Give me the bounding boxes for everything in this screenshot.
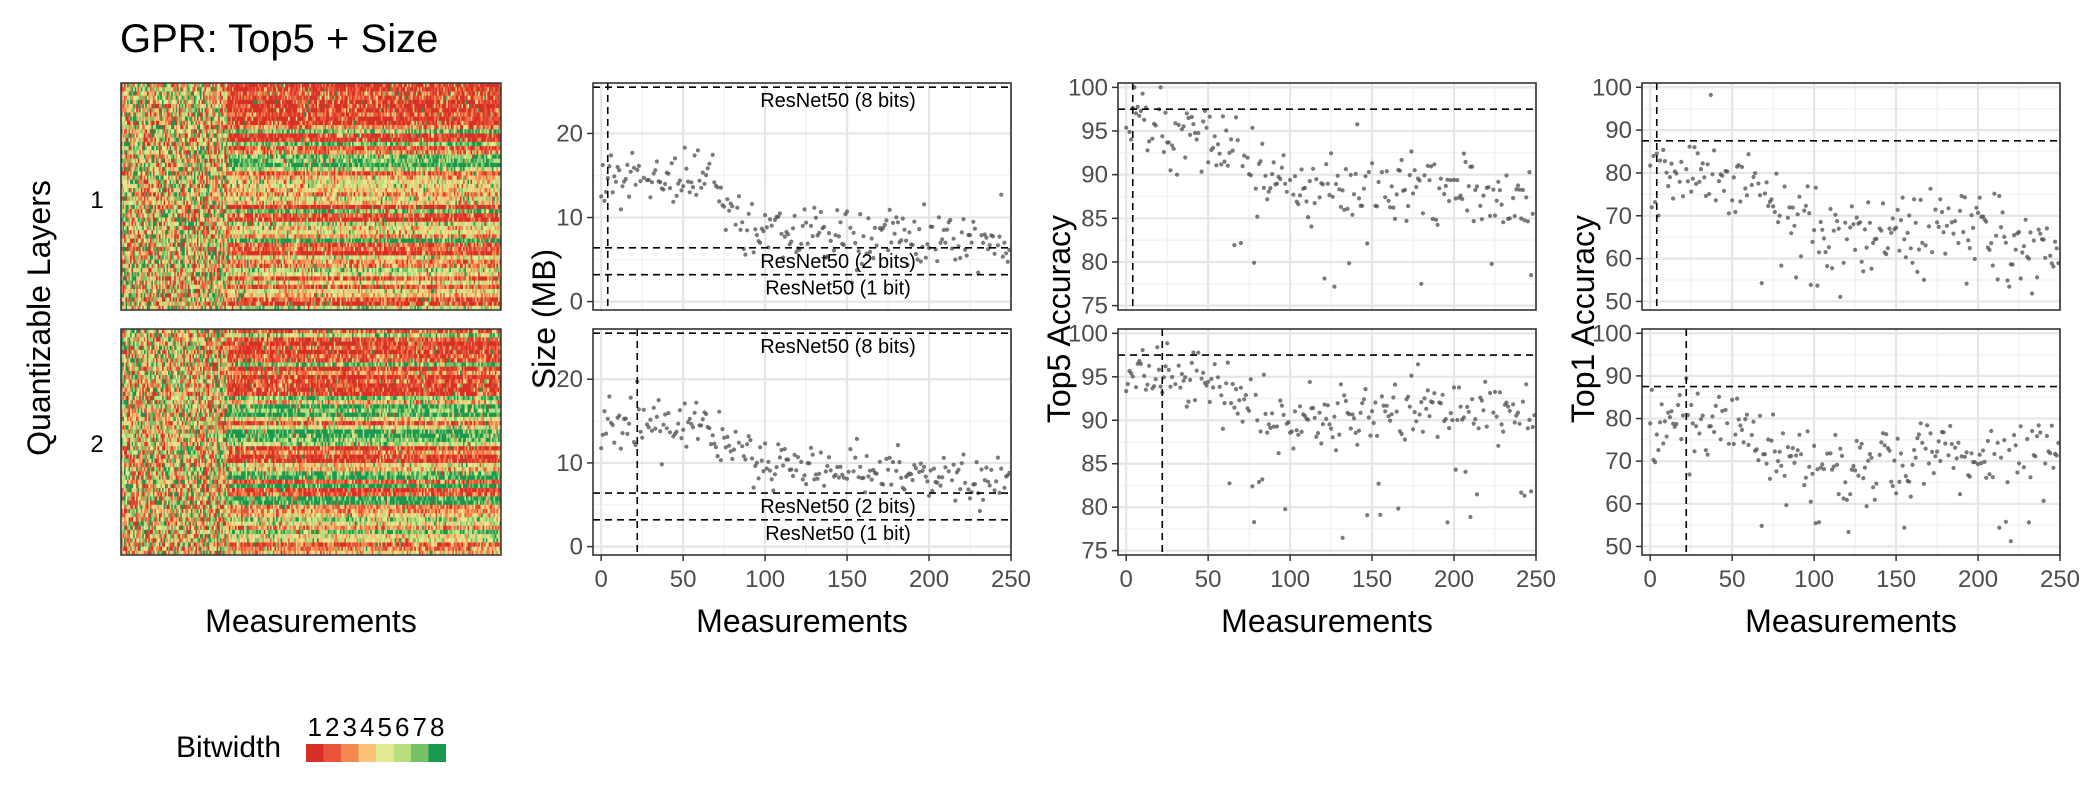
heatmap-facet-1 bbox=[121, 83, 501, 310]
figure-title: GPR: Top5 + Size bbox=[120, 17, 438, 61]
heatmap-y-axis-label: Quantizable Layers bbox=[21, 180, 57, 456]
heatmap-strip-label-2: 2 bbox=[90, 431, 103, 458]
heatmap-panel-group: Quantizable Layers 1 2 Measurements bbox=[21, 83, 501, 639]
heatmap-strip-label-1: 1 bbox=[90, 187, 103, 214]
